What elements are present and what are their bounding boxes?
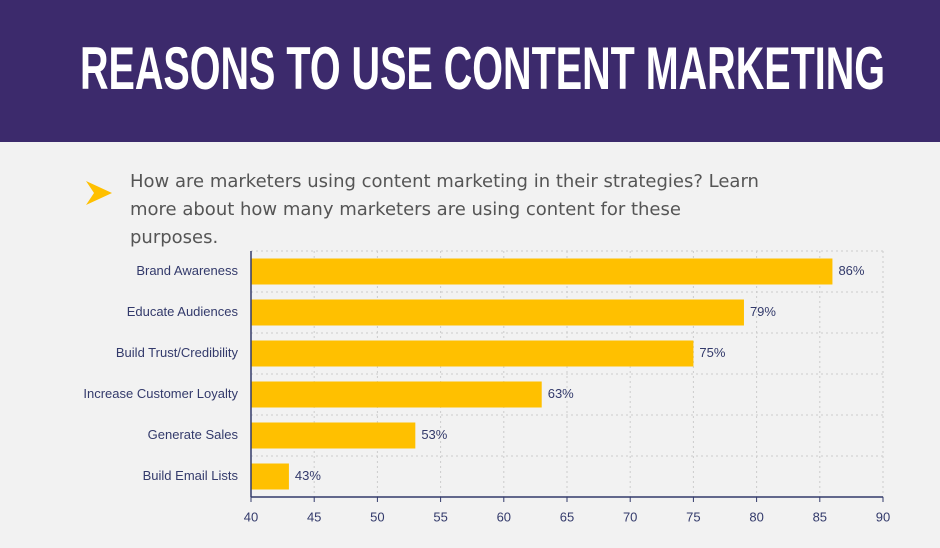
y-tick-label: Generate Sales xyxy=(148,427,239,442)
bar xyxy=(251,381,542,408)
x-tick-label: 70 xyxy=(623,509,637,524)
y-tick-label: Educate Audiences xyxy=(127,304,239,319)
value-label: 75% xyxy=(699,345,725,360)
y-tick-label: Build Email Lists xyxy=(143,468,239,483)
y-tick-label: Brand Awareness xyxy=(136,263,238,278)
bar xyxy=(251,299,744,326)
x-tick-label: 60 xyxy=(497,509,511,524)
y-tick-label: Build Trust/Credibility xyxy=(116,345,239,360)
bar xyxy=(251,258,833,285)
x-tick-label: 55 xyxy=(433,509,447,524)
bar xyxy=(251,340,694,367)
x-tick-label: 85 xyxy=(813,509,827,524)
x-tick-label: 40 xyxy=(244,509,258,524)
bar xyxy=(251,463,289,490)
arrow-icon xyxy=(86,181,112,205)
x-tick-label: 45 xyxy=(307,509,321,524)
subtitle: How are marketers using content marketin… xyxy=(130,171,759,248)
value-label: 53% xyxy=(421,427,447,442)
value-label: 63% xyxy=(548,386,574,401)
bar xyxy=(251,422,416,449)
x-tick-label: 65 xyxy=(560,509,574,524)
header-band xyxy=(0,0,940,142)
value-label: 86% xyxy=(838,263,864,278)
value-label: 43% xyxy=(295,468,321,483)
chart-title: REASONS TO USE CONTENT MARKETING xyxy=(80,35,885,102)
x-tick-label: 80 xyxy=(749,509,763,524)
value-label: 79% xyxy=(750,304,776,319)
x-tick-label: 75 xyxy=(686,509,700,524)
x-tick-label: 50 xyxy=(370,509,384,524)
x-tick-label: 90 xyxy=(876,509,890,524)
y-tick-label: Increase Customer Loyalty xyxy=(83,386,238,401)
